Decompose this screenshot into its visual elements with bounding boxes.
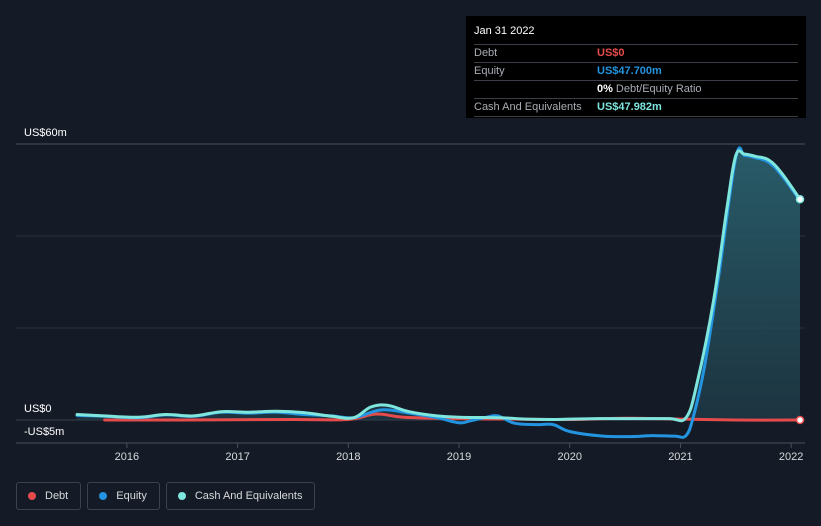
legend-item-equity[interactable]: Equity — [87, 482, 160, 510]
legend-item-cash[interactable]: Cash And Equivalents — [165, 482, 316, 510]
cash-area — [77, 150, 800, 421]
legend-label: Cash And Equivalents — [194, 490, 303, 502]
tooltip-row-debt: Debt US$0 — [474, 44, 798, 62]
tooltip-value: US$0 — [597, 47, 625, 59]
y-axis-label: -US$5m — [24, 426, 64, 438]
cash-line — [75, 149, 802, 423]
tooltip-row-ratio: 0% Debt/Equity Ratio — [474, 80, 798, 98]
tooltip-label — [474, 81, 597, 98]
legend-label: Debt — [45, 490, 69, 502]
legend-dot-icon — [177, 492, 186, 500]
legend-dot-icon — [99, 492, 108, 500]
equity-line — [75, 146, 802, 439]
legend-dot-icon — [28, 492, 36, 500]
cash-end-marker — [795, 195, 805, 204]
tooltip-label: Debt — [474, 47, 498, 59]
tooltip-value: 0% — [597, 83, 613, 95]
tooltip-row-cash: Cash And Equivalents US$47.982m — [474, 98, 798, 117]
x-tick-label: 2016 — [115, 451, 139, 463]
data-tooltip: Jan 31 2022 Debt US$0 Equity US$47.700m … — [466, 16, 806, 118]
tooltip-label: Equity — [474, 65, 505, 77]
cash-area-layer — [77, 150, 800, 421]
tooltip-value: US$47.700m — [597, 65, 662, 77]
tooltip-ratio-label: Debt/Equity Ratio — [615, 83, 702, 95]
x-axis-ticks: 2016 2017 2018 2019 2020 2021 2022 — [115, 443, 803, 463]
chart-legend: Debt Equity Cash And Equivalents — [16, 482, 316, 510]
x-tick-label: 2018 — [336, 451, 360, 463]
x-tick-label: 2019 — [447, 451, 471, 463]
x-tick-label: 2022 — [779, 451, 803, 463]
y-axis-label: US$0 — [24, 403, 52, 415]
tooltip-label: Cash And Equivalents — [474, 101, 582, 113]
legend-item-debt[interactable]: Debt — [16, 482, 82, 510]
debt-end-marker — [795, 415, 805, 425]
x-tick-label: 2017 — [225, 451, 249, 463]
x-tick-label: 2021 — [668, 451, 692, 463]
chart-grid — [16, 143, 805, 444]
series-end-markers — [795, 195, 805, 425]
tooltip-date: Jan 31 2022 — [474, 25, 535, 37]
y-axis-labels: US$60m US$0 -US$5m — [24, 127, 67, 438]
series-lines — [75, 146, 802, 439]
tooltip-row-equity: Equity US$47.700m — [474, 62, 798, 80]
x-tick-label: 2020 — [557, 451, 581, 463]
tooltip-value: US$47.982m — [597, 101, 662, 113]
legend-label: Equity — [116, 490, 147, 502]
y-axis-label: US$60m — [24, 127, 67, 139]
